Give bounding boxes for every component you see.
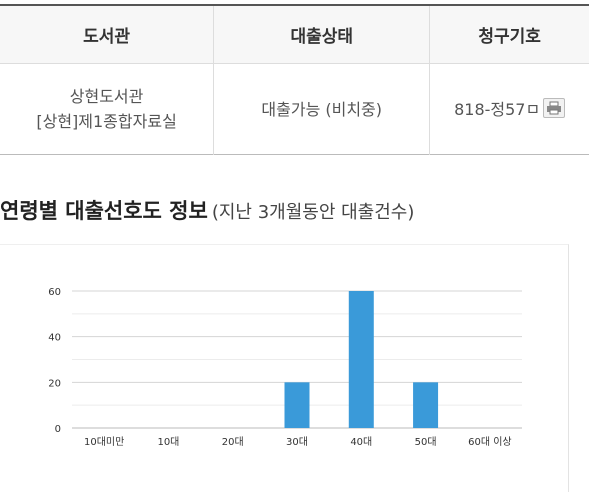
library-location: [상현]제1종합자료실 — [36, 112, 177, 131]
holdings-table: 도서관 대출상태 청구기호 상현도서관 [상현]제1종합자료실 대출가능 (비치… — [0, 4, 589, 155]
y-tick-label: 0 — [55, 424, 61, 435]
x-tick-label: 10대미만 — [84, 436, 124, 448]
x-tick-label: 20대 — [222, 436, 244, 448]
table-header-row: 도서관 대출상태 청구기호 — [0, 5, 589, 64]
call-number: 818-정57ㅁ — [454, 99, 541, 119]
x-tick-label: 10대 — [157, 436, 179, 448]
bar-chart: 0 20 40 60 10대미만 10대 20대 30대 40대 50대 60대 이상 — [48, 287, 522, 448]
library-name: 상현도서관 — [69, 87, 144, 106]
section-subtitle: (지난 3개월동안 대출건수) — [211, 202, 415, 223]
bar — [413, 382, 439, 428]
y-tick-label: 60 — [48, 287, 61, 298]
header-call-number: 청구기호 — [429, 5, 589, 64]
section-heading: 연령별 대출선호도 정보 (지난 3개월동안 대출건수) — [0, 195, 414, 225]
bar — [284, 382, 310, 428]
printer-icon[interactable] — [543, 97, 566, 118]
x-tick-label: 40대 — [350, 436, 372, 448]
section-title: 연령별 대출선호도 정보 — [0, 199, 208, 223]
bar — [348, 291, 374, 428]
table-row: 상현도서관 [상현]제1종합자료실 대출가능 (비치중) 818-정57ㅁ — [0, 63, 589, 155]
age-preference-chart: 0 20 40 60 10대미만 10대 20대 30대 40대 50대 60대 이상 — [0, 244, 569, 492]
call-number-cell: 818-정57ㅁ — [430, 64, 589, 155]
y-tick-label: 20 — [48, 378, 61, 389]
header-status: 대출상태 — [213, 5, 431, 64]
status-cell: 대출가능 (비치중) — [213, 63, 431, 155]
x-tick-label: 50대 — [415, 436, 437, 448]
x-tick-label: 30대 — [286, 436, 308, 448]
header-library: 도서관 — [0, 5, 215, 64]
y-tick-label: 40 — [48, 333, 61, 344]
x-tick-label: 60대 이상 — [468, 436, 512, 448]
library-cell: 상현도서관 [상현]제1종합자료실 — [0, 63, 215, 155]
